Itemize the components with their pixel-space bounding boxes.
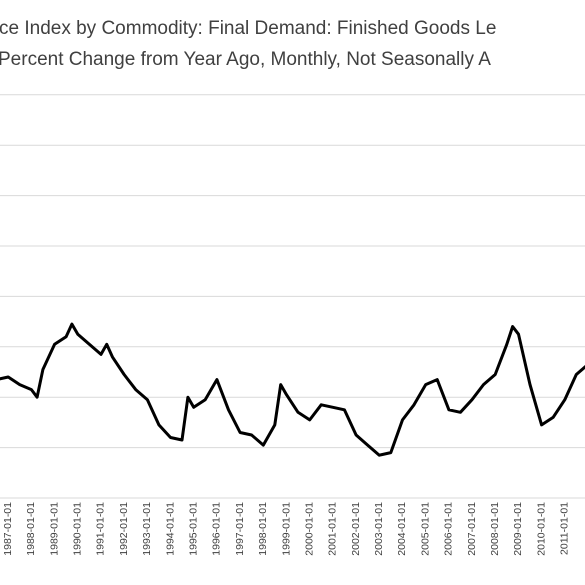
x-tick-label: 1989-01-01 — [48, 502, 60, 556]
x-tick-label: 1988-01-01 — [25, 502, 37, 556]
x-tick-label: 2005-01-01 — [419, 502, 431, 556]
x-tick-label: 1997-01-01 — [234, 502, 246, 556]
x-tick-label: 2007-01-01 — [466, 502, 478, 556]
chart-title: ce Index by Commodity: Final Demand: Fin… — [0, 18, 496, 39]
x-tick-label: 2010-01-01 — [535, 502, 547, 556]
x-tick-label: 1992-01-01 — [118, 502, 130, 556]
x-tick-label: 2008-01-01 — [489, 502, 501, 556]
x-tick-label: 2011-01-01 — [559, 502, 571, 555]
x-tick-label: 2003-01-01 — [373, 502, 385, 556]
x-tick-label: 1994-01-01 — [164, 502, 176, 556]
x-tick-label: 1991-01-01 — [95, 502, 107, 556]
x-tick-label: 1990-01-01 — [72, 502, 84, 556]
x-tick-label: 2001-01-01 — [327, 502, 339, 556]
x-tick-label: 1987-01-01 — [2, 502, 14, 556]
x-tick-label: 2000-01-01 — [303, 502, 315, 556]
x-tick-label: 2004-01-01 — [396, 502, 408, 556]
chart-subtitle: Percent Change from Year Ago, Monthly, N… — [0, 49, 491, 70]
x-tick-label: 2006-01-01 — [443, 502, 455, 556]
x-tick-label: 1999-01-01 — [280, 502, 292, 556]
x-tick-label: 1995-01-01 — [188, 502, 200, 556]
x-tick-label: 1996-01-01 — [211, 502, 223, 556]
x-tick-label: 1993-01-01 — [141, 502, 153, 556]
x-tick-label: 2009-01-01 — [512, 502, 524, 556]
x-tick-label: 2002-01-01 — [350, 502, 362, 556]
x-tick-label: 1998-01-01 — [257, 502, 269, 556]
data-line — [0, 322, 585, 457]
